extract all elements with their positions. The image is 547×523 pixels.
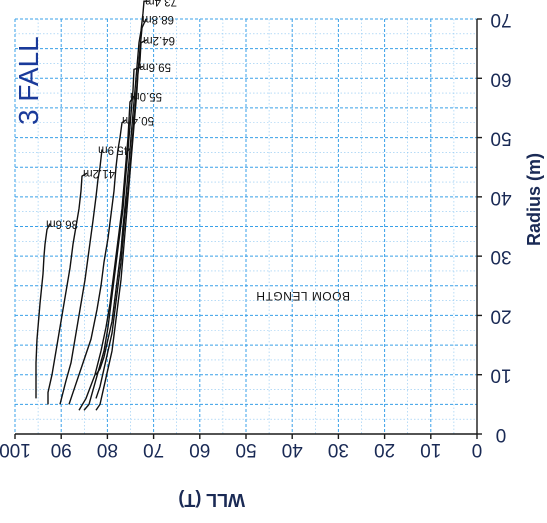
axes (14, 18, 482, 439)
x-tick-label-90: 90 (51, 439, 72, 460)
x-tick-labels: 100 90 80 70 60 50 40 30 20 10 0 (0, 439, 482, 460)
x-tick-label-70: 70 (143, 439, 164, 460)
x-tick-label-10: 10 (420, 439, 441, 460)
series-label-68.8m: 68.8m (142, 13, 174, 25)
y-tick-label-0: 0 (496, 424, 507, 445)
series-line-45.9m (59, 149, 103, 405)
x-tick-label-100: 100 (0, 439, 31, 460)
series-label-59.6m: 59.6m (139, 60, 171, 72)
series-label-45.9m: 45.9m (98, 143, 130, 155)
x-tick-label-80: 80 (97, 439, 118, 460)
x-tick-label-0: 0 (472, 439, 483, 460)
x-tick-label-20: 20 (374, 439, 395, 460)
y-tick-label-20: 20 (490, 305, 511, 326)
series-label-36.6m: 36.6m (46, 218, 78, 230)
y-tick-label-70: 70 (490, 9, 511, 30)
series-line-55.0m (78, 95, 135, 411)
x-tick-label-40: 40 (282, 439, 303, 460)
y-tick-label-30: 30 (490, 246, 511, 267)
series-label-41.2m: 41.2m (83, 167, 115, 179)
x-tick-label-30: 30 (328, 439, 349, 460)
series-line-68.8m (95, 18, 147, 399)
series-label-73.4m: 73.4m (145, 0, 177, 7)
x-tick-label-50: 50 (235, 439, 256, 460)
grid (14, 18, 478, 435)
chart-title: 3 FALL (13, 36, 44, 125)
y-tick-label-50: 50 (490, 128, 511, 149)
x-tick-label-60: 60 (189, 439, 210, 460)
series-line-50.4m (68, 119, 127, 405)
y-axis-label: Radius (m) (524, 153, 544, 246)
legend-heading: BOOM LENGTH (256, 289, 350, 303)
series-line-73.4m (95, 0, 149, 376)
series-labels: 36.6m 41.2m 45.9m 50.4m 55.0m 59.6m 64.2m 68.8m… (46, 0, 177, 230)
y-tick-label-60: 60 (490, 68, 511, 89)
series-lines (35, 0, 149, 411)
series-label-50.4m: 50.4m (122, 114, 154, 126)
series-label-55.0m: 55.0m (130, 90, 162, 102)
series-line-41.2m (47, 172, 88, 405)
y-tick-labels: 0 10 20 30 40 50 60 70 (490, 9, 511, 445)
x-axis-label: WLL (T) (178, 490, 245, 510)
y-tick-label-10: 10 (490, 365, 511, 386)
series-label-64.2m: 64.2m (143, 34, 175, 46)
series-line-36.6m (35, 223, 51, 399)
y-tick-label-40: 40 (490, 187, 511, 208)
